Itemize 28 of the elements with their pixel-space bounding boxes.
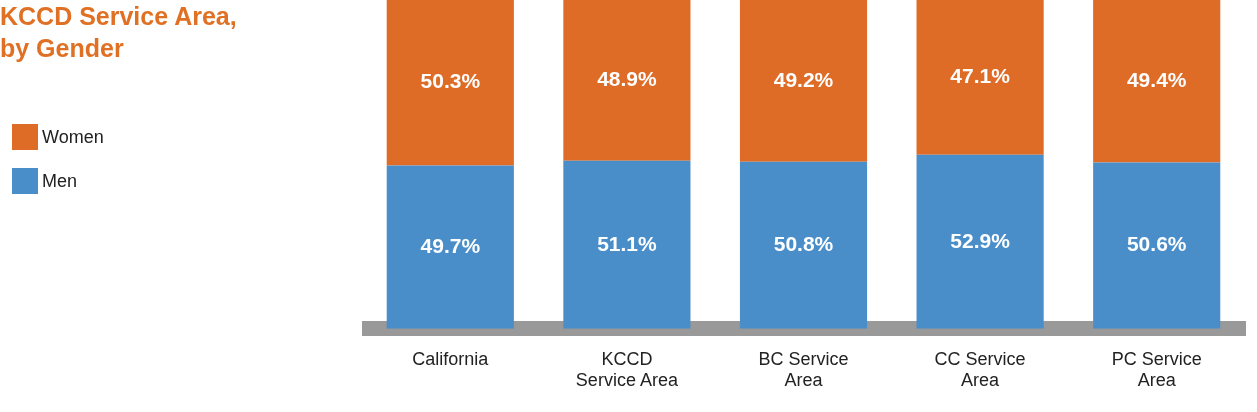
bar	[916, 154, 1044, 329]
bar	[1093, 0, 1221, 163]
data-label: 48.9%	[597, 67, 657, 91]
bar	[739, 0, 868, 162]
data-label: 47.1%	[950, 64, 1011, 88]
text: KCCD Service Area, by Gender	[0, 1, 237, 64]
bar	[386, 0, 514, 166]
bar	[563, 160, 691, 329]
data-label: 49.4%	[1126, 68, 1187, 92]
x-tick-label: CC Service Area	[934, 348, 1026, 391]
bar	[1093, 162, 1221, 329]
x-tick-label: PC Service Area	[1111, 348, 1202, 391]
x-tick-label: KCCD Service Area	[575, 348, 679, 391]
x-tick-label: California	[412, 348, 490, 369]
data-label: 51.1%	[597, 231, 657, 255]
data-label: 49.7%	[420, 233, 481, 257]
bar	[739, 161, 868, 329]
data-label: 49.2%	[773, 67, 834, 91]
bar	[916, 0, 1044, 155]
x-tick-label: BC Service Area	[758, 348, 849, 391]
data-label: 50.8%	[773, 232, 834, 256]
data-label: 52.9%	[950, 228, 1011, 252]
bar	[386, 165, 514, 329]
legend-label: Men	[42, 170, 78, 192]
data-label: 50.6%	[1126, 232, 1187, 256]
bar	[563, 0, 691, 161]
data-label: 50.3%	[420, 69, 481, 93]
legend-label: Women	[42, 126, 104, 148]
